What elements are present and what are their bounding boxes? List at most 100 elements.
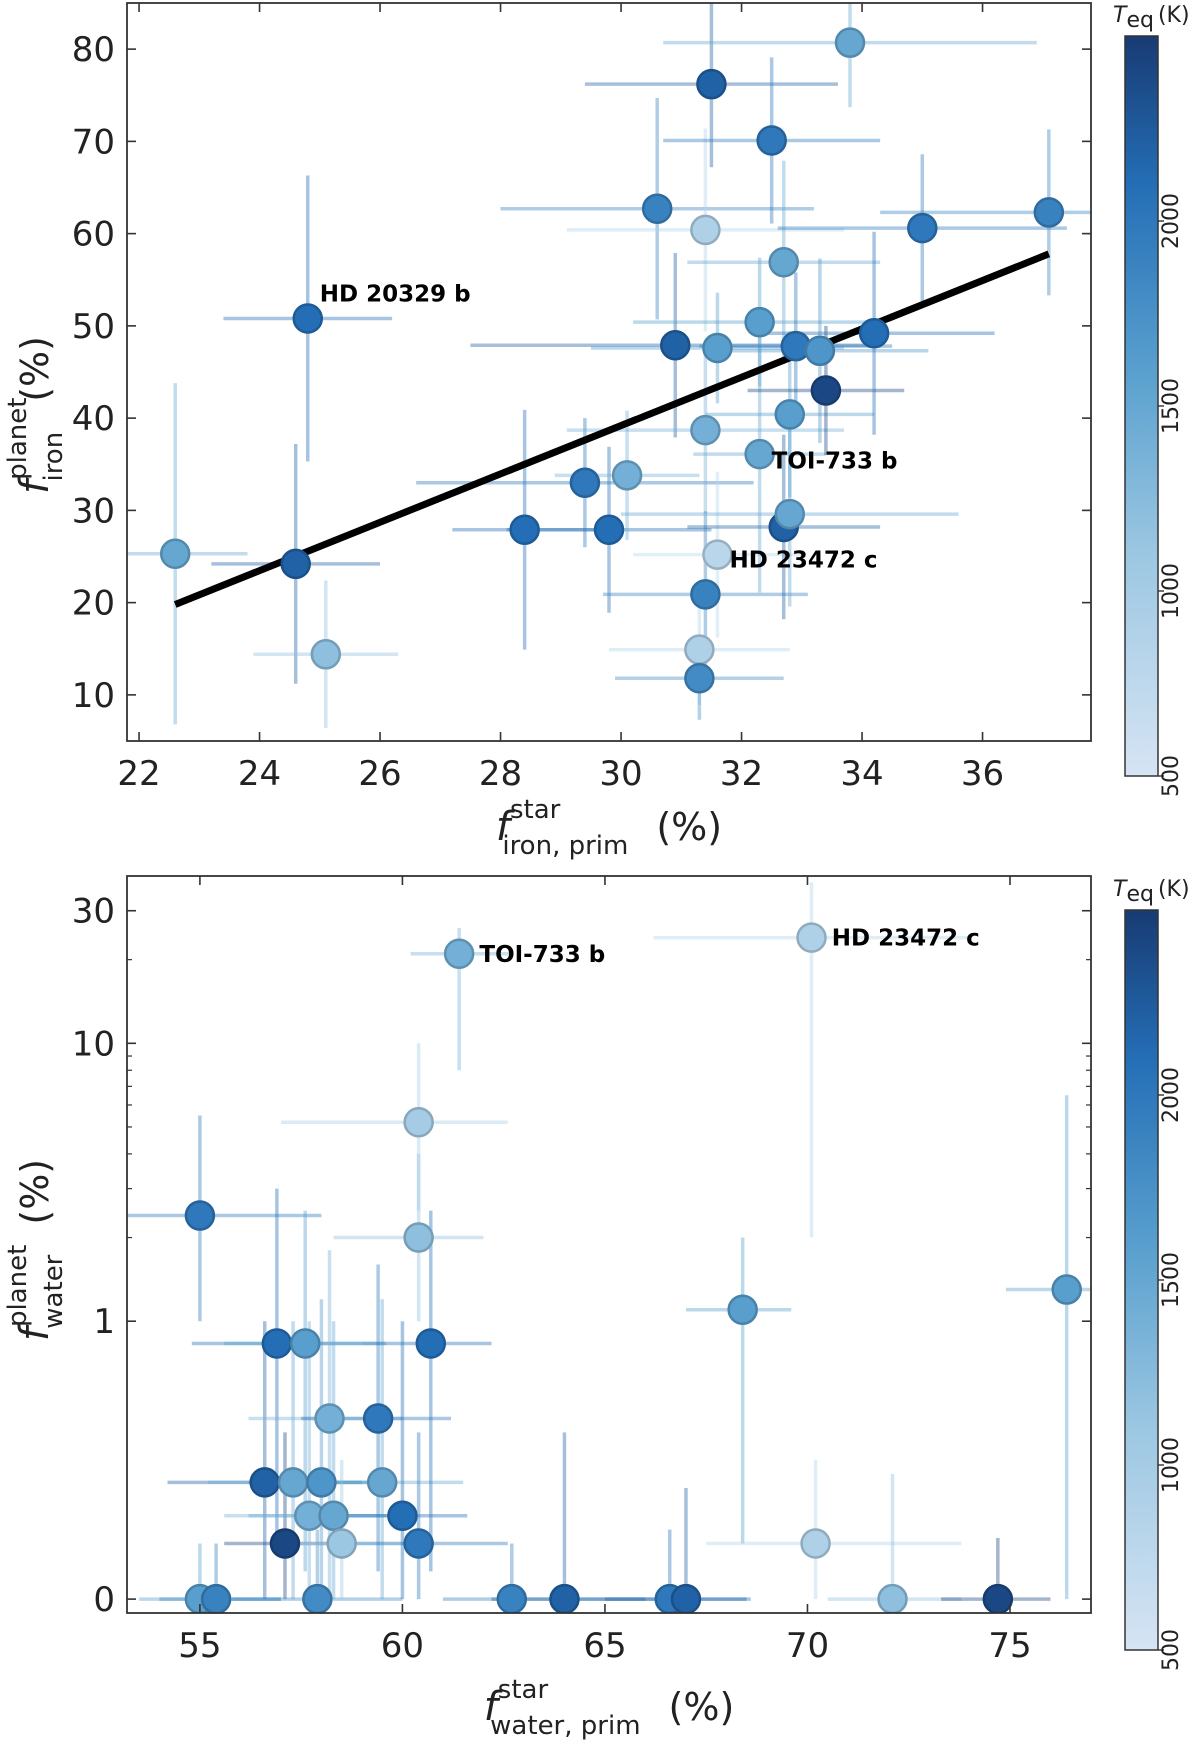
data-point — [774, 399, 805, 430]
data-point — [326, 1528, 357, 1559]
data-point — [549, 1583, 580, 1613]
x-tick-label: 65 — [583, 1626, 626, 1666]
data-point — [907, 212, 938, 244]
data-point — [277, 1467, 309, 1498]
y-tick-label: 50 — [72, 307, 115, 347]
y-axis-sup: planet — [3, 1245, 33, 1327]
x-tick-label: 36 — [961, 754, 1004, 794]
y-axis-unit: (%) — [13, 1159, 57, 1225]
data-point — [796, 922, 827, 953]
data-point — [569, 467, 601, 498]
x-tick-label: 75 — [988, 1626, 1031, 1666]
data-point — [318, 1500, 349, 1531]
data-point — [877, 1583, 908, 1613]
data-point — [690, 579, 721, 610]
colorbar-title-unit: (K) — [1158, 877, 1190, 902]
x-tick-label: 30 — [599, 754, 642, 794]
y-tick-label: 60 — [72, 215, 115, 255]
colorbar-title-sub: eq — [1126, 8, 1154, 33]
plot-area — [127, 882, 1091, 1613]
colorbar-tick-label: 1500 — [1159, 378, 1184, 434]
y-tick-label: 80 — [72, 30, 115, 70]
colorbar-title-symbol: T — [1113, 3, 1128, 28]
x-axis-sup: star — [510, 795, 561, 825]
y-tick-label: 30 — [72, 491, 115, 531]
y-tick-label: 10 — [72, 1024, 115, 1064]
data-point — [403, 1106, 434, 1138]
axes-frame — [126, 875, 1092, 1614]
x-axis-unit: (%) — [669, 1685, 735, 1729]
y-tick-label: 20 — [72, 584, 115, 624]
data-point — [496, 1583, 528, 1613]
data-point — [702, 539, 733, 570]
data-point — [696, 68, 727, 100]
fit-line — [173, 250, 1051, 608]
colorbar-title: Teq (K) — [1113, 877, 1190, 907]
data-point — [774, 498, 805, 530]
data-point — [1051, 1274, 1082, 1305]
y-tick-label: 10 — [72, 676, 115, 716]
x-axis-sup: star — [498, 1675, 549, 1705]
x-tick-label: 24 — [238, 754, 281, 794]
data-point — [744, 306, 775, 338]
y-axis-unit: (%) — [13, 336, 57, 402]
colorbar-title: Teq (K) — [1113, 3, 1190, 33]
colorbar — [1124, 909, 1159, 1651]
data-point — [159, 538, 191, 569]
data-point — [684, 663, 715, 694]
data-point — [834, 27, 866, 58]
colorbar-tick-label: 500 — [1159, 755, 1184, 797]
colorbar-tick-label: 2000 — [1159, 193, 1184, 249]
data-point — [403, 1222, 434, 1253]
data-point — [249, 1467, 280, 1498]
data-point — [289, 1328, 321, 1359]
colorbar-tick-label: 1000 — [1159, 563, 1184, 619]
data-point — [509, 514, 540, 545]
data-point — [184, 1200, 216, 1231]
panel-top: 22 24 26 28 30 32 34 36 10 20 30 40 50 60 70 80 HD 20329… — [3, 2, 1190, 861]
point-annotation: HD 20329 b — [320, 282, 471, 308]
point-annotation: TOI-733 b — [772, 449, 898, 475]
y-axis-sub: iron — [39, 432, 69, 482]
x-tick-label: 70 — [786, 1626, 829, 1666]
data-point — [302, 1583, 333, 1613]
colorbar-title-symbol: T — [1113, 877, 1128, 902]
data-point — [314, 1403, 345, 1434]
colorbar-tick-label: 2000 — [1159, 1067, 1184, 1123]
x-tick-label: 34 — [840, 754, 883, 794]
data-point — [261, 1328, 293, 1359]
data-point — [362, 1403, 394, 1434]
x-tick-label: 22 — [117, 754, 160, 794]
y-tick-label: 70 — [72, 122, 115, 162]
x-tick-label: 32 — [720, 754, 763, 794]
y-axis-label: fplanet iron(%) — [3, 336, 69, 494]
data-point — [702, 332, 733, 364]
colorbar-tick-label: 500 — [1159, 1629, 1184, 1671]
data-point — [660, 329, 691, 361]
data-point — [310, 639, 342, 670]
colorbar-title-sub: eq — [1126, 882, 1154, 907]
data-point — [690, 214, 721, 246]
data-point — [800, 1528, 831, 1559]
data-point — [611, 460, 643, 491]
data-point — [593, 514, 625, 545]
y-tick-label: 1 — [93, 1302, 115, 1342]
colorbar-title-unit: (K) — [1158, 3, 1190, 28]
point-annotation: TOI-733 b — [479, 942, 605, 968]
data-point — [756, 125, 787, 156]
data-point — [387, 1500, 418, 1531]
x-tick-label: 55 — [178, 1626, 221, 1666]
colorbar-tick-label: 1000 — [1159, 1437, 1184, 1493]
axes-frame — [126, 2, 1092, 742]
x-axis-sub: iron, prim — [502, 831, 628, 861]
point-annotation: HD 23472 c — [730, 547, 878, 573]
y-axis-sup: planet — [3, 398, 33, 480]
data-point — [690, 414, 721, 446]
data-point — [670, 1583, 702, 1613]
data-point — [804, 335, 836, 367]
data-point — [403, 1528, 434, 1559]
x-tick-label: 60 — [381, 1626, 424, 1666]
data-point — [744, 438, 775, 470]
data-point — [269, 1528, 301, 1559]
